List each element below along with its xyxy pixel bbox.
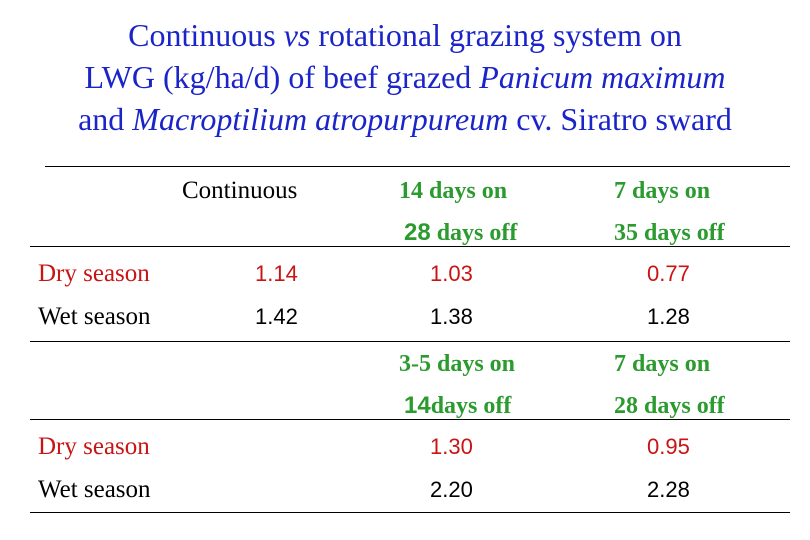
table1-dry-col3: 0.77 — [647, 261, 690, 286]
table1-header-continuous: Continuous — [182, 177, 298, 204]
title-line-3: and Macroptilium atropurpureum cv. Sirat… — [78, 101, 732, 137]
table2-dry-col2: 1.30 — [430, 434, 473, 459]
table1-row-wet-label: Wet season — [38, 303, 151, 330]
title-line-1: Continuous vs rotational grazing system … — [128, 17, 682, 53]
table2-row-wet-label: Wet season — [38, 476, 151, 503]
table1-header-col3-line2: 35 days off — [614, 220, 725, 246]
table2-header-col2-line1: 3-5 days on — [399, 351, 516, 377]
table2-header-col3-line2: 28 days off — [614, 393, 725, 419]
table1-wet-continuous: 1.42 — [255, 304, 298, 329]
table1-wet-col3: 1.28 — [647, 304, 690, 329]
table1-top-rule — [45, 166, 790, 167]
table2-header-rule — [30, 419, 790, 420]
table2-bottom-rule — [30, 512, 790, 513]
table1-header-col2-line1: 14 days on — [399, 178, 508, 204]
table2-wet-col3: 2.28 — [647, 477, 690, 502]
table2-row-dry-label: Dry season — [38, 433, 150, 460]
slide-title: Continuous vs rotational grazing system … — [0, 14, 810, 140]
table1-header-col2-line2: 28 days off — [404, 219, 518, 246]
table2-wet-col2: 2.20 — [430, 477, 473, 502]
table1-dry-col2: 1.03 — [430, 261, 473, 286]
table1-header-col3-line1: 7 days on — [614, 178, 711, 204]
table1-row-dry-label: Dry season — [38, 260, 150, 287]
title-line-2: LWG (kg/ha/d) of beef grazed Panicum max… — [84, 59, 726, 95]
table2-header-col2-line2: 14days off — [404, 392, 512, 419]
table1-wet-col2: 1.38 — [430, 304, 473, 329]
table1-header-rule — [30, 246, 790, 247]
table2-header-col3-line1: 7 days on — [614, 351, 711, 377]
table1-bottom-rule — [30, 341, 790, 342]
table1-dry-continuous: 1.14 — [255, 261, 298, 286]
table2-dry-col3: 0.95 — [647, 434, 690, 459]
